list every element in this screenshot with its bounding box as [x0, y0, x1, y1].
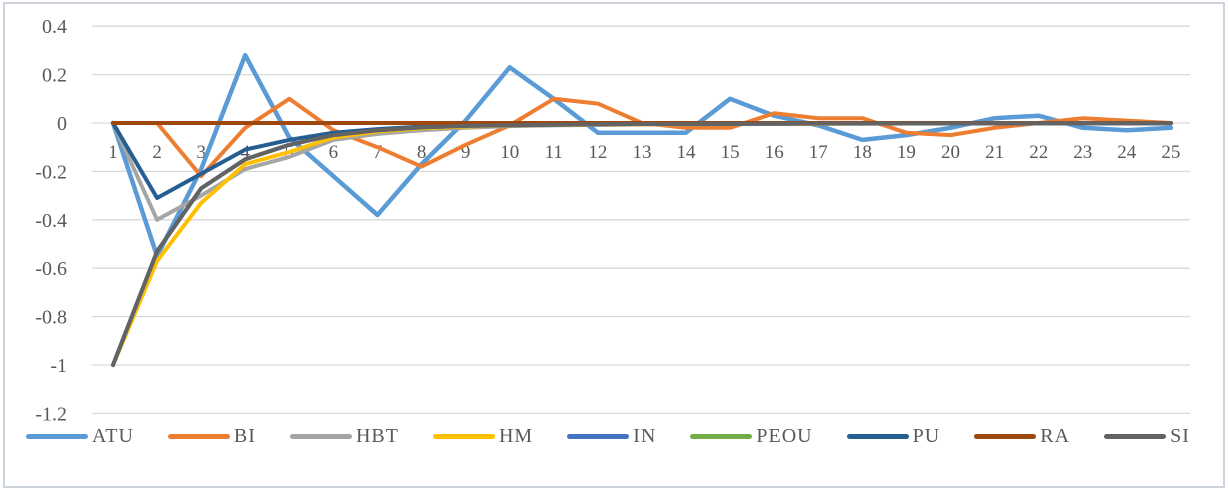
y-tick-label: -0.2 [35, 161, 67, 183]
legend-item-ATU: ATU [26, 425, 134, 448]
x-tick-label: 15 [721, 142, 740, 163]
legend-swatch-RA [974, 434, 1037, 439]
legend-label-SI: SI [1170, 425, 1190, 447]
legend-label-BI: BI [233, 425, 256, 447]
x-tick-label: 24 [1117, 142, 1137, 163]
legend-item-IN: IN [567, 425, 656, 448]
x-tick-label: 14 [677, 142, 697, 163]
x-tick-label: 22 [1029, 142, 1048, 163]
legend-swatch-HM [432, 434, 495, 439]
x-tick-label: 2 [152, 142, 162, 163]
legend-label-PU: PU [912, 425, 941, 447]
legend-item-BI: BI [167, 425, 256, 448]
y-tick-label: -1.2 [35, 403, 67, 425]
chart-border [3, 2, 1225, 488]
y-tick-label: 0.2 [42, 65, 67, 87]
y-tick-label: 0 [57, 113, 67, 135]
x-tick-label: 20 [941, 142, 960, 163]
x-tick-label: 10 [500, 142, 519, 163]
legend-swatch-PEOU [690, 434, 753, 439]
x-tick-label: 4 [240, 142, 250, 163]
x-tick-label: 11 [545, 142, 563, 163]
legend-swatch-SI [1104, 434, 1167, 439]
x-tick-label: 12 [588, 142, 607, 163]
legend-swatch-IN [567, 434, 630, 439]
legend-item-SI: SI [1104, 425, 1190, 448]
legend-item-HM: HM [432, 425, 534, 448]
series-line-ATU [110, 52, 1174, 259]
legend-swatch-HBT [289, 434, 352, 439]
x-tick-label: 6 [329, 142, 339, 163]
legend-label-PEOU: PEOU [756, 425, 813, 447]
x-tick-label: 3 [196, 142, 206, 163]
x-tick-label: 1 [108, 142, 118, 163]
x-tick-label: 7 [373, 142, 383, 163]
y-tick-label: -0.6 [35, 258, 67, 280]
series-line-SI [111, 121, 1173, 367]
y-tick-label: -1 [50, 355, 67, 377]
legend-swatch-PU [846, 434, 909, 439]
x-tick-label: 16 [765, 142, 784, 163]
chart-legend: ATU BI HBT HM IN PEOU PU RA SI [26, 425, 1190, 448]
legend-label-IN: IN [633, 425, 657, 447]
x-tick-label: 23 [1073, 142, 1092, 163]
x-tick-label: 13 [633, 142, 652, 163]
x-tick-label: 17 [809, 142, 828, 163]
legend-label-HM: HM [498, 425, 534, 447]
y-tick-label: -0.4 [35, 210, 67, 232]
x-tick-label: 8 [417, 142, 427, 163]
legend-swatch-ATU [26, 434, 88, 439]
x-tick-label: 21 [985, 142, 1004, 163]
legend-label-ATU: ATU [92, 425, 134, 447]
legend-label-HBT: HBT [355, 425, 399, 447]
x-tick-label: 9 [461, 142, 471, 163]
y-tick-label: 0.4 [42, 16, 67, 38]
x-tick-label: 19 [897, 142, 916, 163]
y-tick-label: -0.8 [35, 307, 67, 329]
legend-label-RA: RA [1040, 425, 1071, 447]
legend-swatch-BI [167, 434, 230, 439]
legend-item-PEOU: PEOU [690, 425, 812, 448]
legend-item-HBT: HBT [289, 425, 399, 448]
series-line-BI [111, 96, 1173, 179]
legend-item-PU: PU [846, 425, 941, 448]
x-tick-label: 18 [853, 142, 872, 163]
x-tick-label: 25 [1161, 142, 1180, 163]
legend-item-RA: RA [974, 425, 1070, 448]
